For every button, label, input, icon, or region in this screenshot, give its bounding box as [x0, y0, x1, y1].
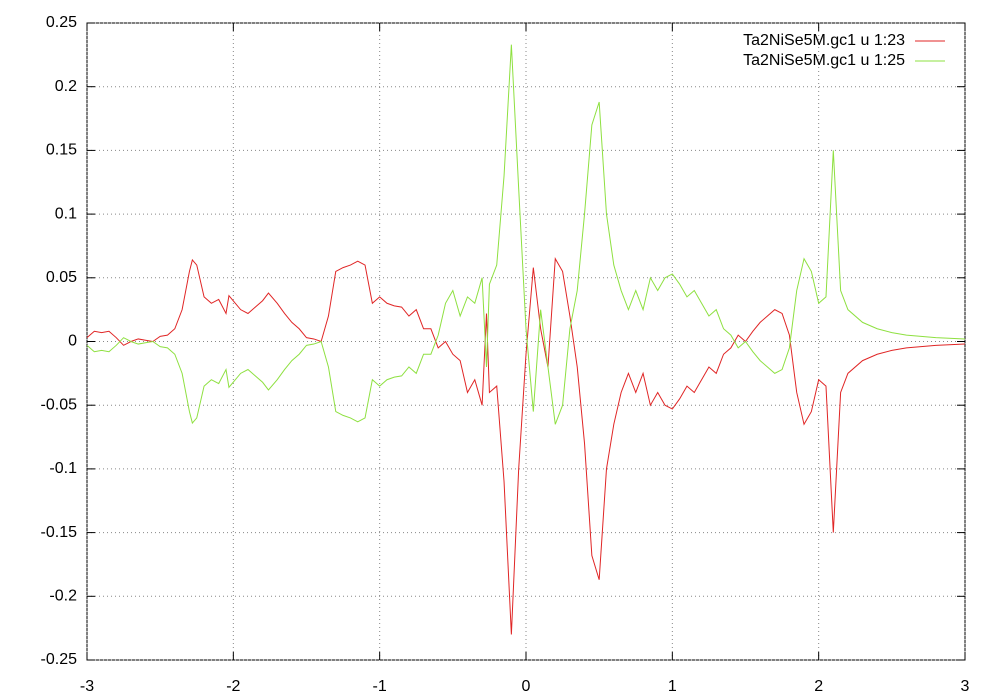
y-tick-label: -0.1	[49, 460, 77, 477]
y-tick-label: -0.2	[49, 588, 77, 605]
y-tick-label: 0	[68, 333, 77, 350]
x-tick-label: 2	[814, 678, 823, 695]
y-tick-label: -0.05	[41, 396, 78, 413]
x-tick-label: 1	[668, 678, 677, 695]
y-tick-label: 0.1	[55, 205, 77, 222]
y-tick-label: 0.25	[46, 14, 77, 31]
legend-label: Ta2NiSe5M.gc1 u 1:25	[743, 52, 905, 69]
y-tick-label: -0.15	[41, 524, 78, 541]
y-tick-label: 0.15	[46, 142, 77, 159]
x-tick-label: 3	[961, 678, 970, 695]
x-tick-label: -1	[373, 678, 387, 695]
x-tick-label: -2	[226, 678, 240, 695]
y-tick-label: 0.2	[55, 78, 77, 95]
x-tick-label: -3	[80, 678, 94, 695]
legend-label: Ta2NiSe5M.gc1 u 1:23	[743, 32, 905, 49]
y-tick-label: 0.05	[46, 269, 77, 286]
plot-frame	[86, 22, 966, 661]
data-line	[86, 44, 966, 425]
y-tick-label: -0.25	[41, 651, 78, 668]
x-tick-label: 0	[522, 678, 531, 695]
data-line	[86, 257, 966, 635]
